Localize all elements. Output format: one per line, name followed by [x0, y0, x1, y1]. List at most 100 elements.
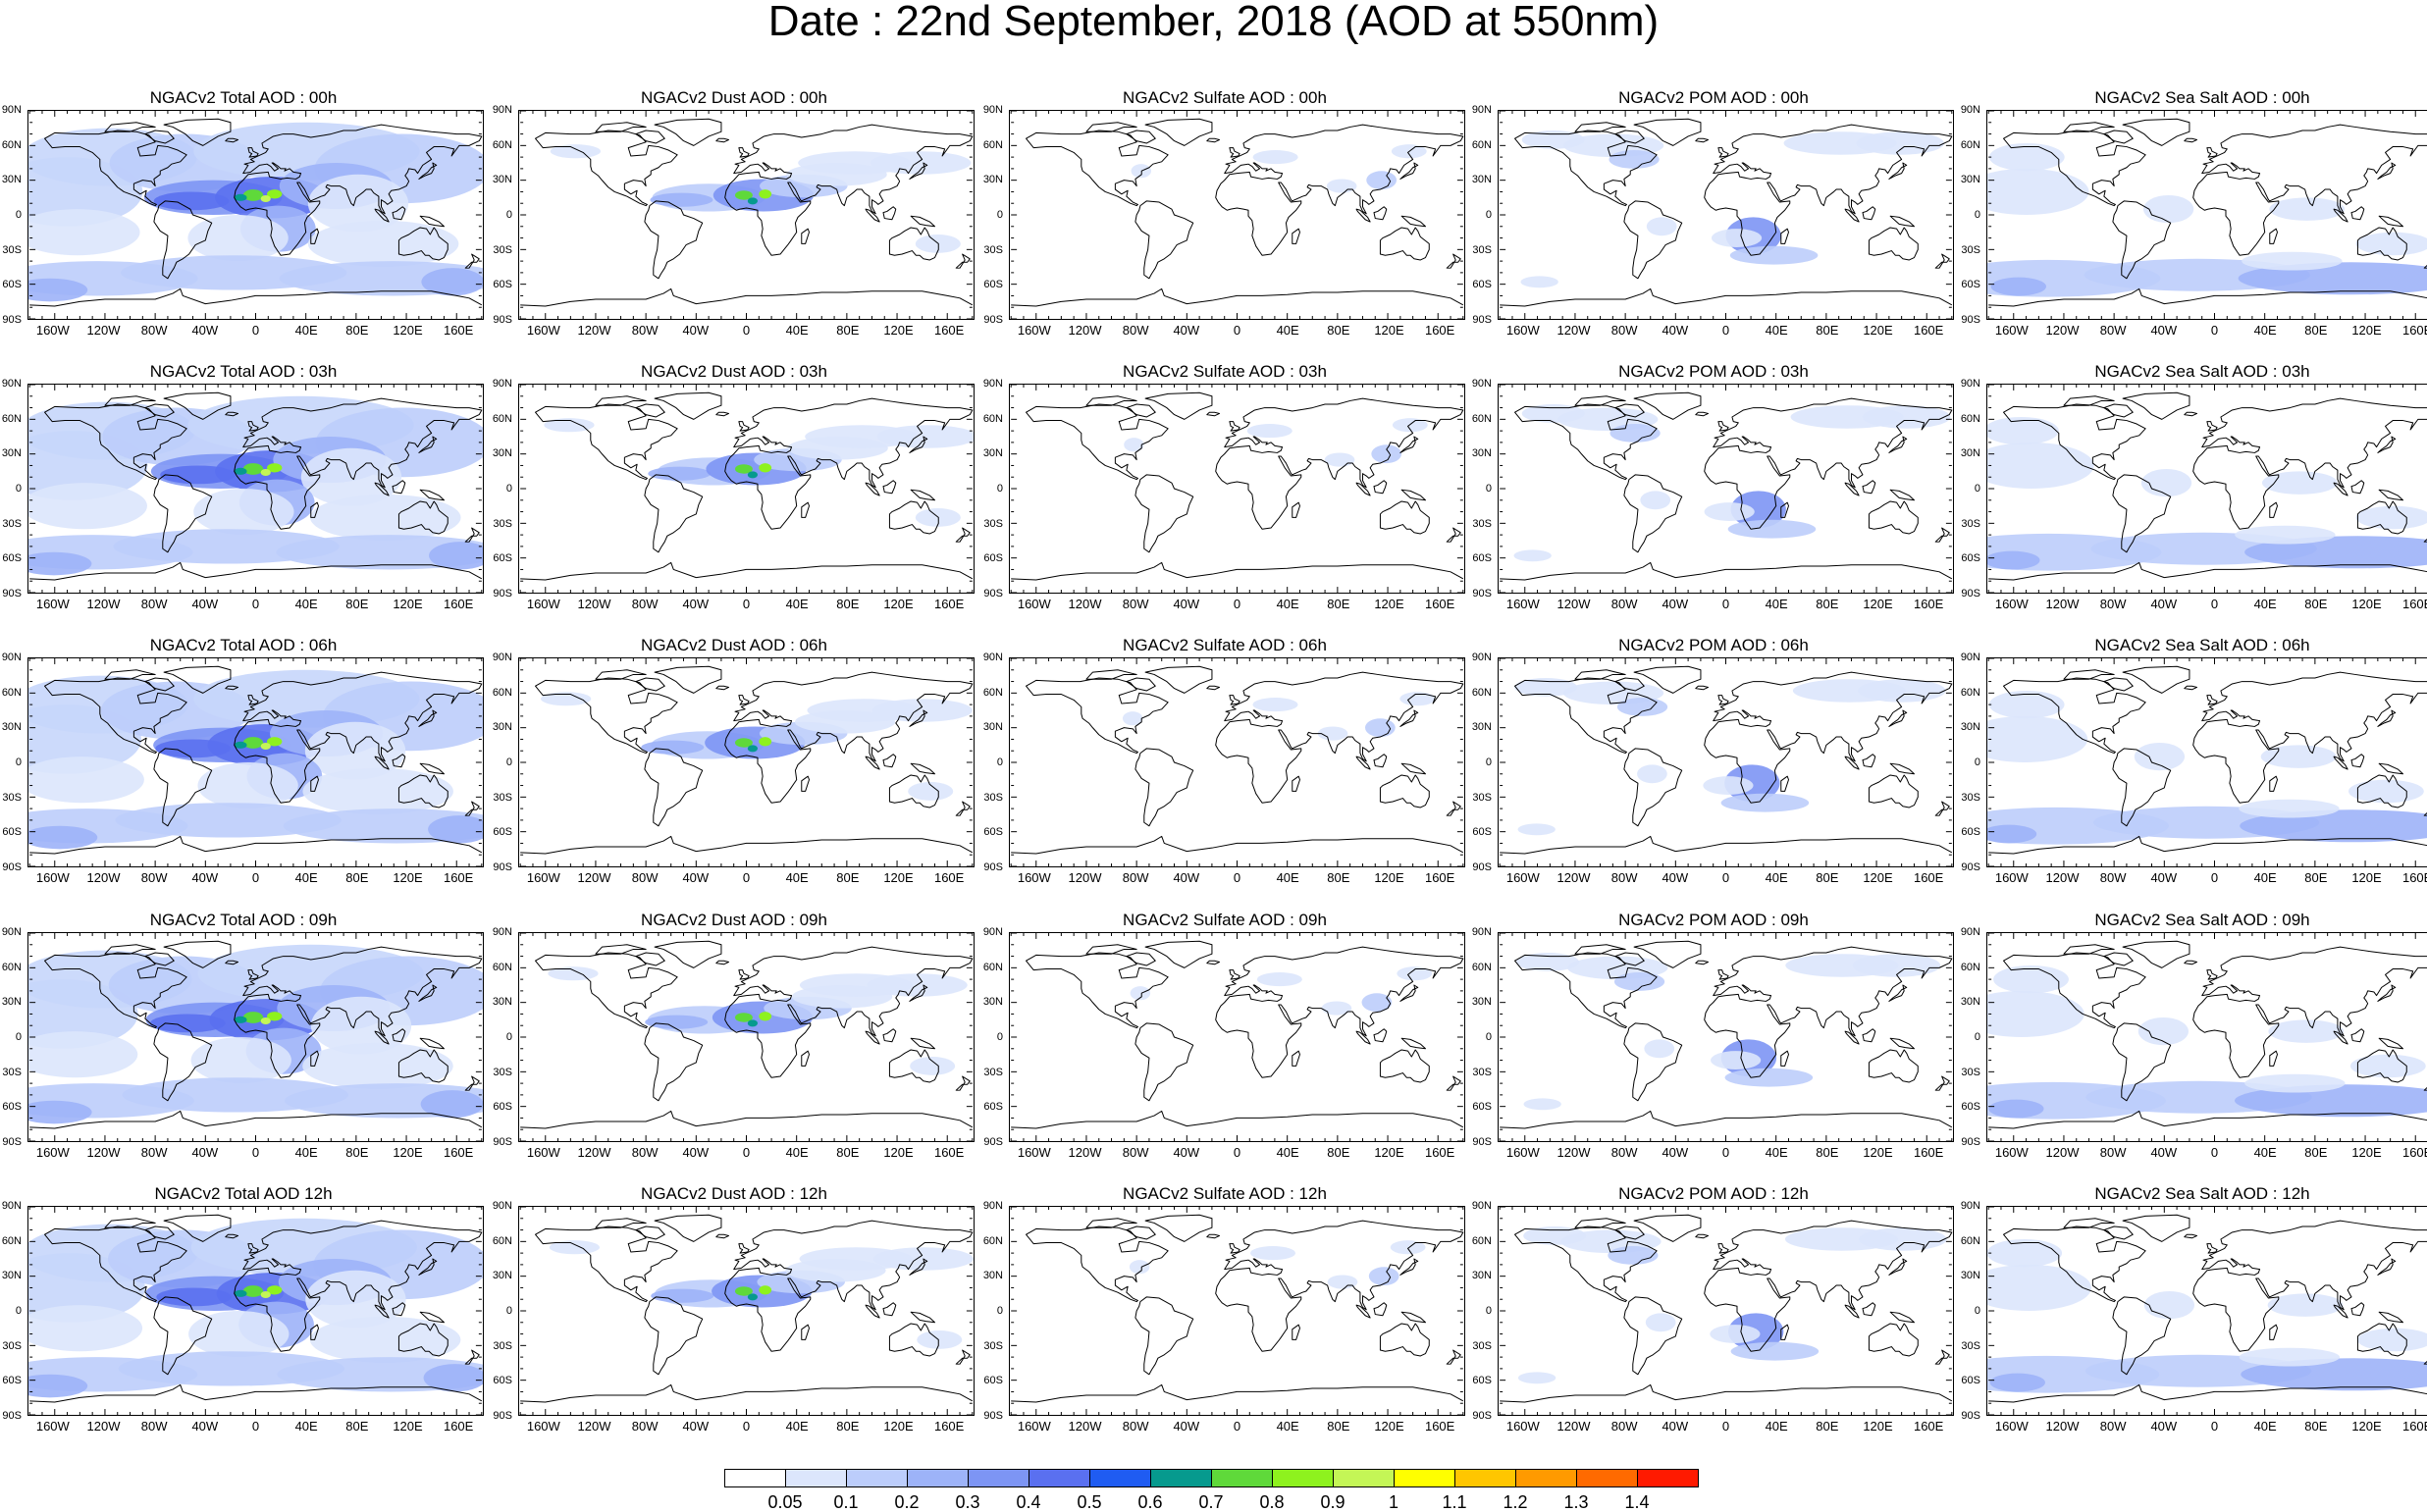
- map-panel-total: NGACv2 Total AOD 12h 90N 60N 30N 0 30S 60S 90S 1…: [0, 1184, 487, 1451]
- latitude-tick-label: 90N: [1960, 378, 1980, 390]
- latitude-tick-label: 30S: [1472, 517, 1492, 530]
- latitude-tick-label: 90S: [1472, 1410, 1492, 1422]
- map-panel-pom: NGACv2 POM AOD : 09h 90N 60N 30N 0 30S 60S 90S 1…: [1470, 911, 1957, 1177]
- uk-outline: [247, 969, 259, 980]
- latitude-tick-label: 90S: [1472, 588, 1492, 600]
- australia-outline: [1868, 1049, 1919, 1083]
- longitude-tick-label: 80E: [836, 870, 860, 885]
- latitude-tick-label: 90S: [493, 588, 512, 600]
- longitude-tick-label: 0: [251, 870, 260, 885]
- aod-patch: [1252, 150, 1298, 165]
- sumatra-outline: [1844, 1030, 1860, 1045]
- longitude-tick-label: 40W: [1662, 597, 1689, 611]
- aod-hotspot: [260, 742, 271, 751]
- coastlines: [1988, 1214, 2427, 1403]
- aod-hotspot: [734, 190, 753, 200]
- eurasia-africa-outline: [724, 946, 974, 1078]
- australia-outline: [2356, 1323, 2407, 1357]
- coastlines: [1500, 391, 1953, 581]
- latitude-tick-label: 90S: [1961, 1136, 1980, 1148]
- baffin-outline: [2103, 1225, 2134, 1240]
- aod-patch: [1246, 424, 1293, 439]
- world-map-sulfate: [1010, 385, 1464, 593]
- latitude-tick-label: 90N: [982, 104, 1003, 116]
- longitude-tick-label: 80E: [345, 1145, 369, 1160]
- uk-outline: [2206, 421, 2218, 432]
- longitude-tick-label: 160E: [2401, 323, 2427, 338]
- aod-field: [28, 669, 483, 850]
- longitude-tick-label: 40W: [2150, 597, 2178, 611]
- iceland-outline: [1695, 137, 1710, 143]
- baffin-outline: [1614, 677, 1645, 692]
- latitude-tick-label: 30S: [493, 1066, 512, 1078]
- longitude-tick-label: 120E: [2351, 870, 2382, 885]
- colorbar-tick-label: 1.3: [1563, 1492, 1589, 1512]
- latitude-tick-label: 60N: [1, 138, 22, 151]
- axis-ticks: [1010, 658, 1464, 866]
- latitude-tick-label: 30S: [1472, 1339, 1492, 1352]
- aod-patch: [1987, 1238, 2063, 1268]
- map-frame: [1986, 657, 2427, 867]
- longitude-tick-label: 160E: [2401, 870, 2427, 885]
- aod-patch: [1523, 1098, 1561, 1111]
- longitude-tick-label: 0: [1233, 1419, 1241, 1434]
- world-map-pom: [1499, 933, 1953, 1141]
- arctic-islands-outline: [104, 122, 156, 132]
- aod-patch: [2355, 232, 2427, 256]
- australia-outline: [888, 1049, 939, 1083]
- aod-hotspot: [242, 1285, 264, 1297]
- eurasia-africa-outline: [2192, 671, 2427, 804]
- latitude-tick-label: 90S: [493, 314, 512, 326]
- map-frame: [1009, 110, 1465, 320]
- iceland-outline: [715, 1233, 730, 1239]
- aod-field: [28, 944, 483, 1124]
- longitude-tick-label: 0: [742, 1145, 751, 1160]
- panel-title: NGACv2 Total AOD : 03h: [149, 362, 338, 381]
- aod-field: [541, 692, 973, 801]
- north-america-outline: [535, 677, 678, 755]
- colorbar-swatch: [1150, 1469, 1212, 1487]
- aod-patch: [2143, 194, 2194, 224]
- longitude-tick-label: 0: [1721, 597, 1730, 611]
- latitude-tick-label: 30N: [492, 174, 512, 186]
- new-zealand-outline: [1446, 253, 1461, 269]
- uk-outline: [1229, 695, 1240, 705]
- longitude-tick-label: 40W: [191, 1145, 219, 1160]
- latitude-tick-label: 60S: [493, 1101, 512, 1114]
- north-america-outline: [1514, 952, 1658, 1029]
- sumatra-outline: [865, 756, 880, 770]
- aod-patch: [1129, 1260, 1150, 1275]
- uk-outline: [247, 695, 259, 705]
- aod-patch: [302, 1042, 453, 1089]
- aod-patch: [1364, 718, 1396, 738]
- greenland-outline: [163, 391, 232, 420]
- arctic-islands-outline: [595, 1218, 647, 1228]
- uk-outline: [1717, 421, 1729, 432]
- aod-patch: [1609, 150, 1660, 169]
- japan-outline: [418, 436, 438, 453]
- aod-patch: [28, 551, 92, 576]
- longitude-tick-label: 0: [742, 870, 751, 885]
- map-panel-pom: NGACv2 POM AOD : 06h 90N 60N 30N 0 30S 60S 90S 1…: [1470, 636, 1957, 903]
- iceland-outline: [715, 137, 730, 143]
- longitude-tick-label: 40E: [785, 323, 809, 338]
- antarctica-coast-outline: [520, 835, 974, 855]
- world-map-seasalt: [1987, 111, 2427, 319]
- south-america-outline: [2112, 200, 2172, 280]
- new-zealand-outline: [464, 253, 480, 269]
- borneo-outline: [2350, 206, 2365, 221]
- aod-hotspot: [267, 463, 283, 473]
- australia-outline: [888, 500, 939, 535]
- uk-outline: [738, 147, 750, 158]
- south-america-outline: [153, 1022, 213, 1102]
- longitude-tick-label: 160W: [1505, 1419, 1540, 1434]
- japan-outline: [418, 984, 438, 1002]
- australia-outline: [1868, 774, 1919, 808]
- latitude-tick-label: 30N: [1471, 447, 1492, 460]
- south-america-outline: [1623, 1296, 1683, 1376]
- baffin-outline: [2103, 677, 2134, 692]
- arctic-islands-outline: [1085, 395, 1137, 406]
- arctic-islands-outline: [595, 944, 647, 955]
- new-guinea-outline: [2378, 215, 2403, 228]
- aod-patch: [1637, 764, 1667, 784]
